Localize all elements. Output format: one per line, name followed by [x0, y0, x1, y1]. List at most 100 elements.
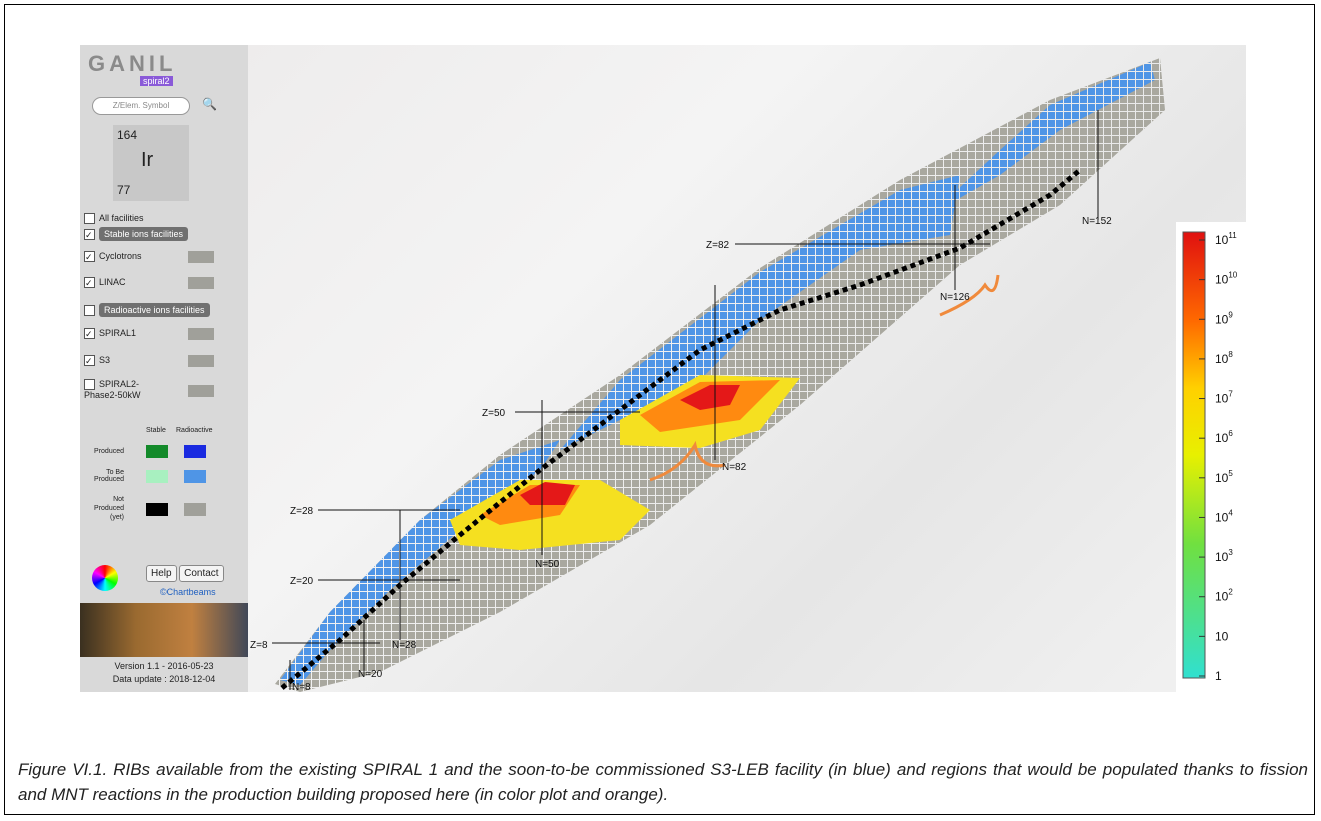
colorbar-exponent: 4 — [1228, 508, 1233, 517]
filter-label: All facilities — [99, 213, 144, 223]
element-box: 164 Ir 77 — [113, 125, 189, 201]
colorbar-label: 1 — [1215, 669, 1222, 683]
colorbar-exponent: 5 — [1228, 469, 1233, 478]
colorbar-label: 108 — [1215, 350, 1233, 366]
colorbar-base: 10 — [1215, 352, 1229, 366]
filter[interactable]: Radioactive ions facilities — [84, 303, 210, 317]
sidebar: GANIL spiral2 Z/Elem. Symbol 🔍 164 Ir 77… — [80, 45, 248, 692]
magic-label: Z=82 — [706, 240, 730, 251]
bracket — [649, 440, 726, 482]
colorbar-base: 10 — [1215, 471, 1229, 485]
colorbar-base: 10 — [1215, 273, 1229, 287]
filter[interactable]: ✓ Stable ions facilities — [84, 227, 189, 241]
swatch — [184, 445, 206, 458]
magic-label: N=28 — [392, 640, 417, 651]
magic-label: Z=50 — [482, 408, 506, 419]
element-z: 77 — [117, 183, 131, 197]
colorbar-exponent: 2 — [1228, 588, 1233, 597]
colorbar-base: 10 — [1215, 550, 1229, 564]
bracket — [939, 274, 1000, 317]
element-symbol: Ir — [141, 149, 154, 171]
swatch — [146, 470, 168, 483]
magic-label: N=20 — [358, 669, 383, 680]
colorbar-label: 1011 — [1215, 231, 1237, 247]
colorbar-exponent: 10 — [1228, 271, 1237, 280]
figure-frame — [4, 4, 1315, 815]
credit: ©Chartbeams — [160, 587, 216, 597]
magic-label: Z=28 — [290, 506, 314, 517]
swatch — [146, 445, 168, 458]
swatch — [146, 503, 168, 516]
colorbar — [1182, 231, 1206, 679]
legend-row: Not Produced (yet) — [94, 496, 124, 521]
help-button[interactable]: Help — [146, 565, 177, 582]
element-mass: 164 — [117, 128, 138, 142]
swatch — [188, 385, 214, 397]
filter-label: Radioactive ions facilities — [99, 303, 210, 317]
colorbar-base: 10 — [1215, 312, 1229, 326]
colorbar-exponent: 3 — [1228, 548, 1233, 557]
colorbar-label: 103 — [1215, 548, 1233, 564]
fission-region — [680, 385, 740, 410]
colorbar-exponent: 8 — [1228, 350, 1233, 359]
colorbar-label: 102 — [1215, 588, 1233, 604]
filter-label: SPIRAL1 — [99, 328, 137, 338]
photo — [80, 603, 248, 657]
colorbar-label: 107 — [1215, 390, 1233, 406]
swatch — [184, 470, 206, 483]
magic-label: N=82 — [722, 462, 747, 473]
filter[interactable]: All facilities — [84, 213, 144, 225]
stability-line — [280, 168, 1082, 690]
magic-label: Z=8 — [250, 640, 268, 651]
colorbar-base: 10 — [1215, 392, 1229, 406]
search-input[interactable]: Z/Elem. Symbol — [92, 97, 190, 115]
filter-label: Stable ions facilities — [99, 227, 189, 241]
swatch — [188, 355, 214, 367]
logo-subtitle: spiral2 — [140, 76, 173, 86]
colorbar-label: 1010 — [1215, 271, 1238, 287]
colorbar-base: 10 — [1215, 629, 1229, 643]
colorbar-base: 10 — [1215, 431, 1229, 445]
magic-label: Z=20 — [290, 576, 314, 587]
logo: GANIL — [88, 51, 177, 76]
filter-label: SPIRAL2-Phase2-50kW — [84, 379, 141, 401]
legend-col: Stable — [146, 427, 166, 434]
colorbar-label: 109 — [1215, 310, 1233, 326]
nuclide-band — [275, 58, 1165, 692]
colorbar-exponent: 11 — [1228, 231, 1237, 240]
swatch — [188, 277, 214, 289]
filter-label: LINAC — [99, 277, 126, 287]
colorbar-label: 106 — [1215, 429, 1233, 445]
legend-col: Radioactive — [176, 427, 213, 434]
legend-row: Produced — [94, 448, 124, 455]
filter[interactable]: ✓ SPIRAL1 — [84, 328, 137, 340]
search-button[interactable]: 🔍 — [202, 97, 217, 111]
swatch — [188, 251, 214, 263]
legend-row: To Be Produced — [94, 469, 124, 483]
colorbar-exponent: 6 — [1228, 429, 1233, 438]
colorbar-label: 10 — [1215, 629, 1229, 643]
filter-label: S3 — [99, 355, 111, 365]
magic-label: N=50 — [535, 559, 560, 570]
filter[interactable]: SPIRAL2-Phase2-50kW — [84, 379, 144, 400]
contact-button[interactable]: Contact — [179, 565, 224, 582]
s3-region — [930, 62, 1155, 215]
colorbar-exponent: 9 — [1228, 310, 1233, 319]
data-update: Data update : 2018-12-04 — [112, 674, 216, 684]
color-wheel[interactable] — [92, 565, 118, 591]
magic-label: N=152 — [1082, 216, 1112, 227]
filter[interactable]: ✓ S3 — [84, 355, 111, 367]
version: Version 1.1 - 2016-05-23 — [114, 661, 214, 671]
swatch — [184, 503, 206, 516]
colorbar-base: 10 — [1215, 233, 1229, 247]
colorbar-label: 105 — [1215, 469, 1233, 485]
caption: Figure VI.1. RIBs available from the exi… — [18, 760, 1308, 804]
magic-label: N=8 — [292, 682, 311, 693]
buttons: Help Contact — [146, 565, 224, 582]
colorbar-exponent: 7 — [1228, 390, 1233, 399]
filter[interactable]: ✓ LINAC — [84, 277, 126, 289]
filter[interactable]: ✓ Cyclotrons — [84, 251, 142, 263]
colorbar-base: 1 — [1215, 669, 1222, 683]
